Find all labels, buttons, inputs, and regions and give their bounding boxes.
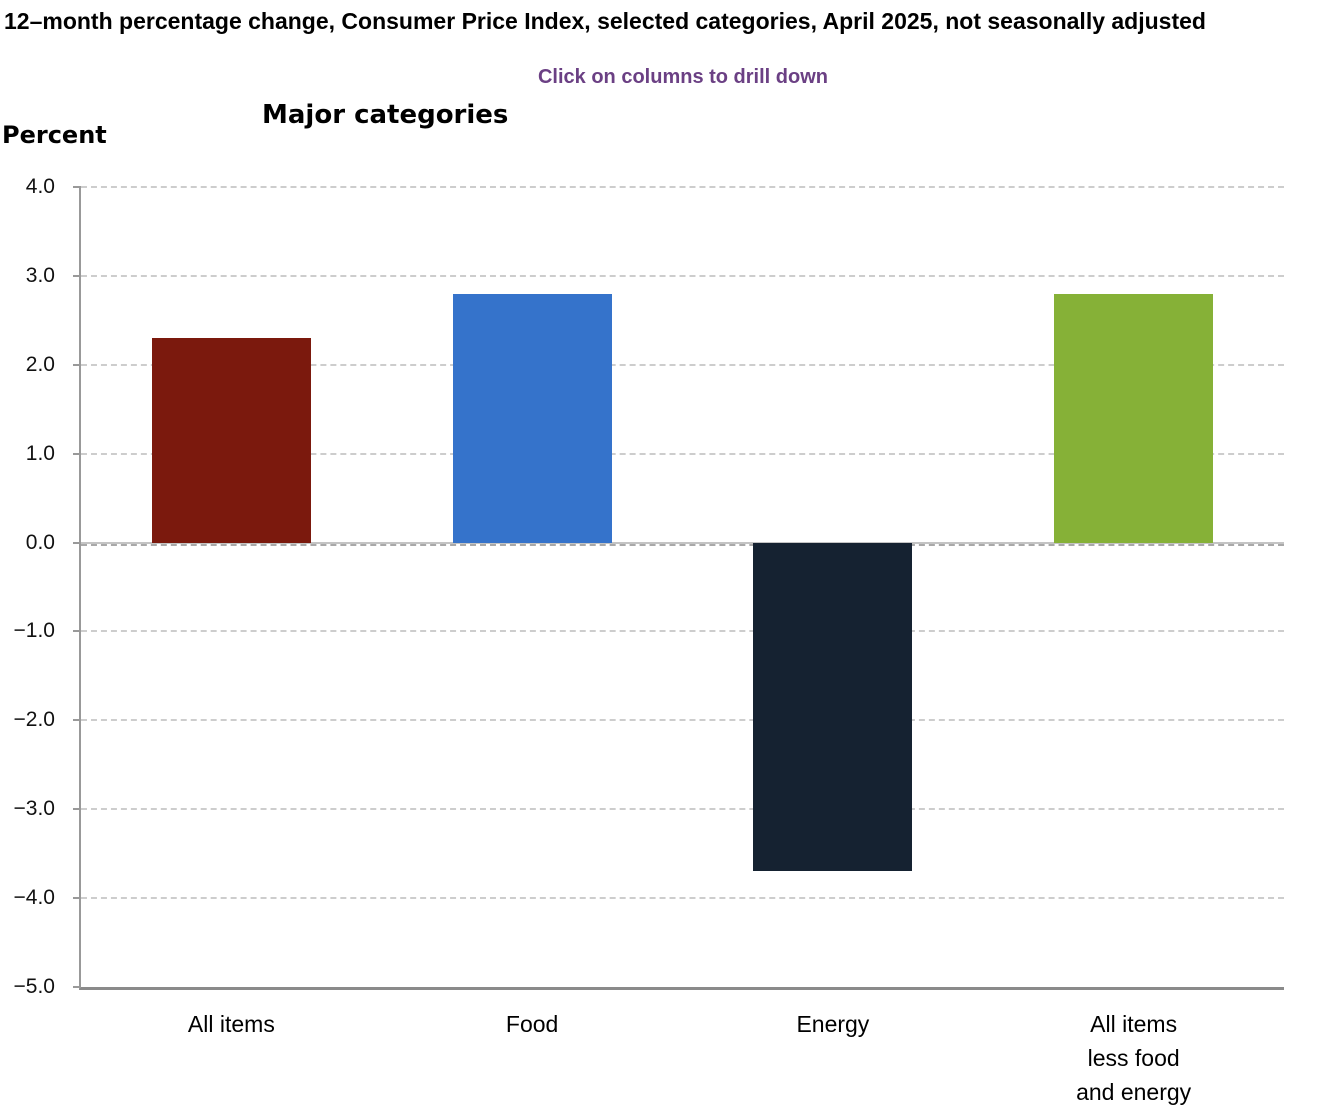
y-tick-label: −5.0 [13,975,55,998]
y-tick-mark [73,274,81,277]
y-tick-mark [73,186,81,188]
bar-food[interactable] [452,293,612,543]
y-tick-label: 3.0 [25,263,55,287]
x-axis-label: All items [187,1011,275,1037]
y-tick-mark [73,808,81,811]
plot-area: 4.0 3.0 2.0 1.0 0.0 −1.0 −2.0 −3.0 −4.0 −5.0 All i… [14,175,1284,1105]
drill-down-hint: Click on columns to drill down [537,66,828,88]
x-axis-label: Energy [796,1011,870,1037]
zero-gridline-dash [81,543,1284,546]
y-tick-mark [73,986,81,988]
y-tick-label: 2.0 [25,352,55,376]
gridline [81,186,1284,188]
x-axis-label: All items less food and energy [1076,1011,1192,1105]
panel-title: Major categories [262,100,509,130]
y-tick-label: −3.0 [13,797,55,821]
y-tick-label: −4.0 [13,886,55,910]
zero-gridline [81,541,1284,544]
bar-all-items[interactable] [151,338,311,543]
y-tick-mark [73,541,81,544]
chart-title: 12–month percentage change, Consumer Pri… [4,8,1206,34]
y-tick-label: −1.0 [13,619,55,643]
gridline [81,808,1284,811]
gridline [81,719,1284,722]
y-tick-label: −2.0 [13,708,55,732]
y-tick-mark [73,452,81,455]
y-tick-label: 1.0 [25,441,55,465]
gridline [81,630,1284,633]
bar-all-items-less-food-and-energy[interactable] [1054,293,1214,543]
y-tick-label: 4.0 [25,175,55,198]
gridline [81,452,1284,455]
y-tick-mark [73,897,81,900]
gridline [81,363,1284,366]
gridline [81,897,1284,900]
gridline [81,274,1284,277]
y-axis-unit-label: Percent [2,121,107,149]
y-tick-label: 0.0 [25,530,55,554]
y-tick-mark [73,630,81,633]
y-tick-mark [73,363,81,366]
y-tick-mark [73,719,81,722]
x-axis-label: Food [505,1011,559,1037]
bar-energy[interactable] [753,542,913,872]
